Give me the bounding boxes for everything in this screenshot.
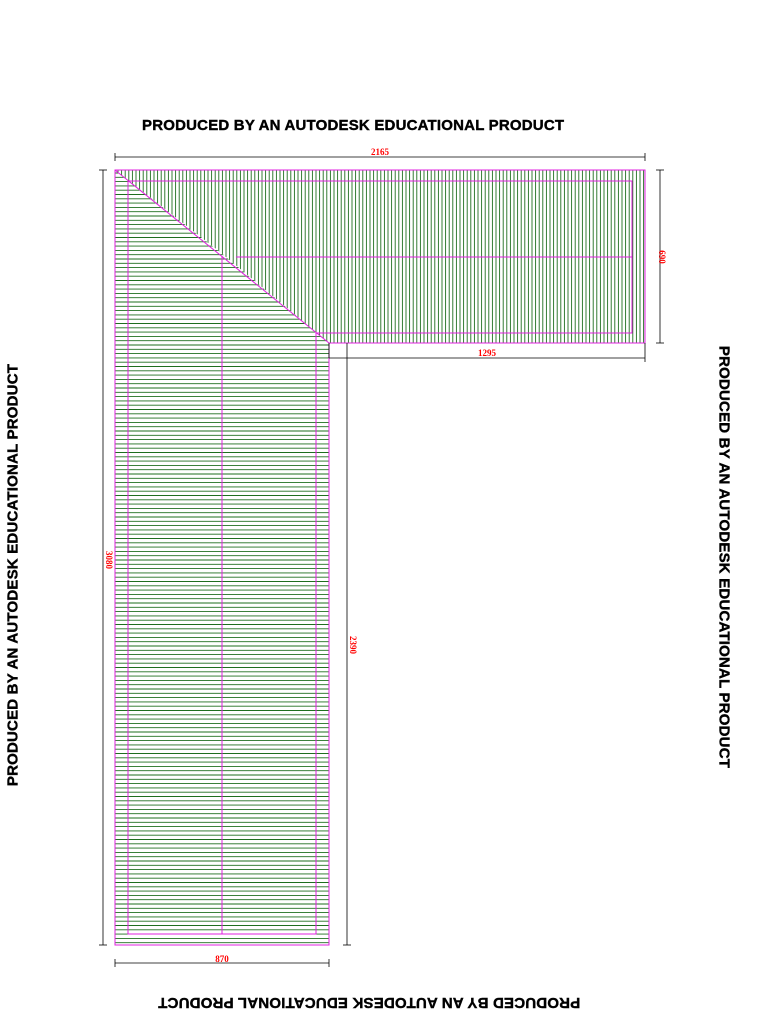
dim-label-top-depth: 690 <box>657 250 667 264</box>
dim-label-inner-run: 1295 <box>478 348 497 358</box>
watermark-top: PRODUCED BY AN AUTODESK EDUCATIONAL PROD… <box>142 117 565 134</box>
dim-label-overall-height: 3080 <box>104 551 114 570</box>
outline-group <box>114 169 646 946</box>
dim-label-overall-width: 2165 <box>371 147 390 157</box>
dimension-lines <box>99 153 664 967</box>
dim-label-bottom-width: 870 <box>215 954 229 964</box>
dim-label-inner-height: 2390 <box>348 636 358 655</box>
outer-outline <box>114 169 646 946</box>
